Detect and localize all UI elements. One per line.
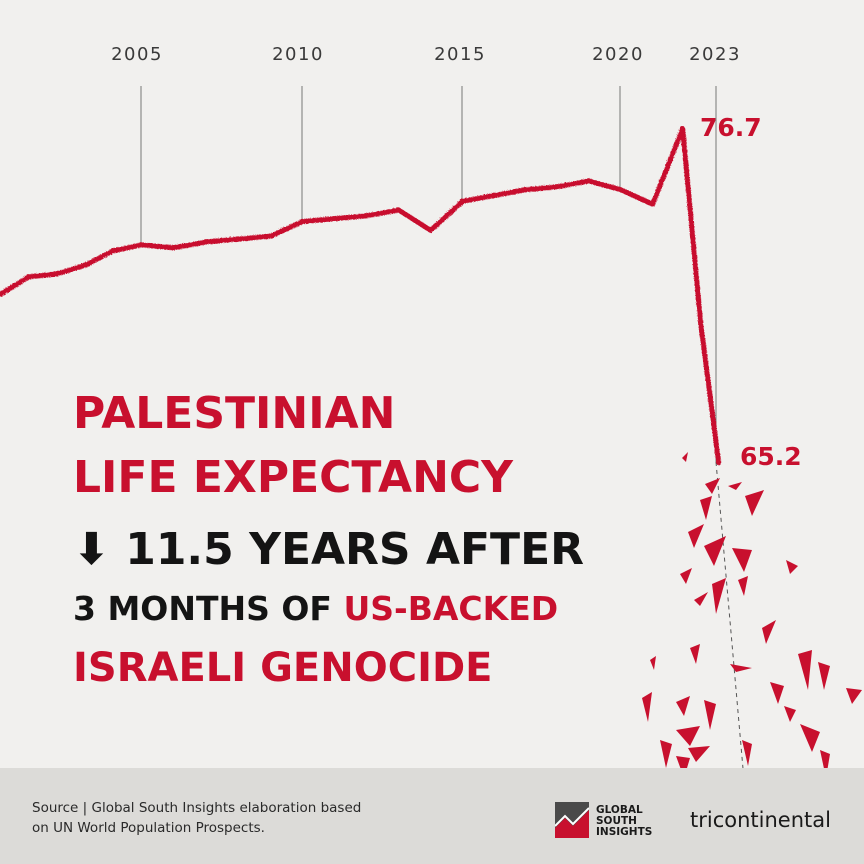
shard bbox=[784, 706, 796, 722]
shard bbox=[650, 656, 656, 670]
data-point-2018 bbox=[554, 184, 559, 189]
year-label-2023: 2023 bbox=[689, 44, 741, 65]
low-value-label: 65.2 bbox=[740, 442, 802, 471]
data-point-2006 bbox=[171, 245, 176, 250]
year-gridlines bbox=[140, 86, 717, 462]
data-point-2011 bbox=[332, 216, 336, 220]
shard bbox=[700, 496, 712, 520]
shard bbox=[660, 740, 672, 768]
year-label-2015: 2015 bbox=[434, 44, 486, 65]
data-point-2023 bbox=[698, 320, 702, 325]
data-point-2017 bbox=[523, 187, 528, 191]
shard bbox=[820, 750, 830, 778]
headline-line-3: ⬇ 11.5 YEARS AFTER bbox=[73, 528, 584, 572]
shard bbox=[712, 578, 726, 614]
footer: Source | Global South Insights elaborati… bbox=[0, 768, 864, 864]
gridline-2023-dashed bbox=[715, 461, 745, 781]
shard bbox=[704, 700, 716, 730]
peak-value-label: 76.7 bbox=[700, 113, 762, 142]
data-point-2019 bbox=[586, 178, 591, 183]
headline-line-4: 3 MONTHS OF US-BACKED bbox=[73, 592, 558, 625]
data-point-2024 bbox=[716, 460, 720, 464]
headline-line-1: PALESTINIAN bbox=[73, 388, 396, 439]
data-point-2021 bbox=[650, 201, 654, 206]
down-arrow-icon: ⬇ bbox=[73, 524, 110, 575]
shard bbox=[846, 688, 862, 704]
data-point-2007 bbox=[203, 239, 208, 244]
source-note: Source | Global South Insights elaborati… bbox=[32, 798, 361, 838]
data-point-2003 bbox=[82, 262, 87, 267]
shard bbox=[705, 478, 720, 494]
shard bbox=[730, 664, 752, 672]
shard bbox=[728, 482, 742, 490]
shard bbox=[676, 726, 700, 746]
shard bbox=[786, 560, 798, 574]
gsi-logo-icon bbox=[555, 802, 589, 838]
shard bbox=[738, 576, 748, 596]
data-point-2013 bbox=[396, 207, 400, 212]
headline-months: 3 MONTHS OF bbox=[73, 589, 332, 628]
shard bbox=[688, 746, 710, 762]
shard bbox=[680, 568, 692, 584]
shard bbox=[745, 490, 764, 516]
shard bbox=[818, 662, 830, 690]
shard bbox=[682, 452, 688, 462]
headline-years: 11.5 YEARS AFTER bbox=[125, 524, 585, 575]
data-point-2005 bbox=[139, 242, 143, 247]
shard bbox=[676, 696, 690, 716]
shard bbox=[690, 644, 700, 664]
shard bbox=[798, 650, 812, 690]
data-point-2004 bbox=[110, 248, 115, 252]
shard bbox=[676, 756, 690, 778]
gsi-logo-text: GLOBAL SOUTH INSIGHTS bbox=[596, 804, 653, 838]
shard bbox=[694, 592, 708, 606]
year-label-2005: 2005 bbox=[111, 44, 163, 65]
source-line-2: on UN World Population Prospects. bbox=[32, 820, 265, 836]
shattered-fragments bbox=[642, 452, 862, 778]
data-point-2002 bbox=[54, 271, 59, 276]
data-point-2020 bbox=[618, 187, 622, 191]
shard bbox=[704, 536, 726, 566]
year-label-2020: 2020 bbox=[592, 44, 644, 65]
data-point-2009 bbox=[267, 233, 272, 238]
data-point-2014 bbox=[428, 227, 432, 232]
data-point-2008 bbox=[235, 236, 240, 241]
shard bbox=[800, 724, 820, 752]
data-point-2000 bbox=[0, 291, 2, 296]
headline-line-2: LIFE EXPECTANCY bbox=[73, 452, 514, 503]
shard bbox=[688, 524, 704, 548]
source-line-1: Source | Global South Insights elaborati… bbox=[32, 800, 362, 816]
shard bbox=[642, 692, 652, 722]
data-point-2016 bbox=[491, 192, 496, 197]
year-label-2010: 2010 bbox=[272, 44, 324, 65]
data-point-2015 bbox=[460, 198, 464, 203]
shard bbox=[742, 740, 752, 766]
data-point-2022 bbox=[680, 126, 684, 130]
data-point-2001 bbox=[26, 274, 31, 279]
shard bbox=[732, 548, 752, 572]
data-point-2012 bbox=[364, 213, 368, 218]
headline-line-5: ISRAELI GENOCIDE bbox=[73, 645, 493, 691]
data-point-2010 bbox=[300, 218, 304, 223]
shard bbox=[770, 682, 784, 704]
shard bbox=[762, 620, 776, 644]
global-south-insights-logo: GLOBAL SOUTH INSIGHTS bbox=[555, 802, 695, 842]
tricontinental-logo: tricontinental bbox=[690, 808, 831, 832]
headline-us-backed: US-BACKED bbox=[343, 589, 559, 628]
